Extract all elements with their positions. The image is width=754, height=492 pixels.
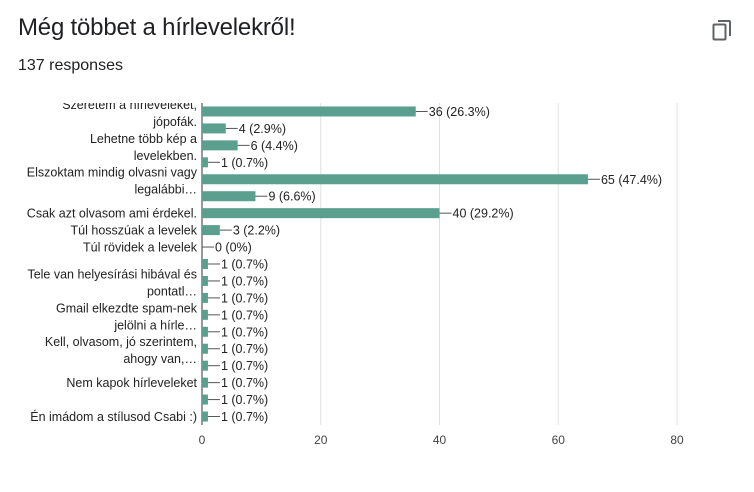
category-label: Csak azt olvasom ami érdekel. — [27, 207, 197, 221]
bar[interactable] — [202, 377, 208, 388]
value-label: 1 (0.7%) — [221, 308, 268, 322]
value-label: 1 (0.7%) — [221, 410, 268, 424]
category-label: Gmail elkezdte spam-nek — [56, 301, 198, 315]
category-label: Kell, olvasom, jó szerintem, — [45, 335, 197, 349]
value-label: 4 (2.9%) — [239, 122, 286, 136]
x-tick-label: 0 — [199, 433, 206, 447]
category-label: Túl hosszúak a levelek — [71, 224, 198, 238]
bar[interactable] — [202, 174, 588, 185]
category-label: Én imádom a stílusod Csabi :) — [30, 409, 197, 424]
value-label: 9 (6.6%) — [268, 190, 315, 204]
value-label: 40 (29.2%) — [453, 207, 514, 221]
value-label: 1 (0.7%) — [221, 274, 268, 288]
bar[interactable] — [202, 360, 208, 371]
copy-icon — [712, 20, 731, 41]
category-label: Lehetne több kép a — [90, 132, 197, 146]
value-label: 65 (47.4%) — [601, 173, 662, 187]
bar[interactable] — [202, 343, 208, 354]
category-label: Túl rövidek a levelek — [83, 241, 198, 255]
bar[interactable] — [202, 394, 208, 405]
x-tick-label: 80 — [670, 433, 684, 447]
value-label: 1 (0.7%) — [221, 325, 268, 339]
bar[interactable] — [202, 326, 208, 337]
bar[interactable] — [202, 411, 208, 422]
x-tick-label: 20 — [314, 433, 328, 447]
page-title: Még többet a hírlevelekről! — [18, 14, 296, 41]
category-label: Tele van helyesírási hibával és — [27, 267, 197, 281]
bar[interactable] — [202, 208, 440, 219]
x-tick-label: 40 — [433, 433, 447, 447]
category-label: Elszoktam mindig olvasni vagy — [27, 166, 198, 180]
category-label: jópofák. — [152, 115, 197, 129]
bar[interactable] — [202, 157, 208, 168]
category-labels: Szeretem a hírleveleket, jópofák. Lehetne … — [27, 98, 198, 424]
value-label: 1 (0.7%) — [221, 376, 268, 390]
x-tick-label: 60 — [552, 433, 566, 447]
copy-chart-button[interactable] — [710, 18, 736, 44]
bar[interactable] — [202, 140, 238, 151]
category-label: ahogy van,… — [123, 352, 197, 366]
bar[interactable] — [202, 309, 208, 320]
bar[interactable] — [202, 259, 208, 269]
bar[interactable] — [202, 123, 226, 134]
value-label: 1 (0.7%) — [221, 393, 268, 407]
category-label: pontatl… — [147, 284, 197, 298]
bar[interactable] — [202, 106, 416, 117]
value-label: 1 (0.7%) — [221, 291, 268, 305]
category-label: jelölni a hírle… — [113, 318, 197, 332]
response-count: 137 responses — [18, 57, 123, 74]
grid-lines — [201, 103, 678, 425]
value-label: 6 (4.4%) — [251, 139, 298, 153]
category-label: Szeretem a hírleveleket, — [62, 98, 197, 112]
bar[interactable] — [202, 275, 208, 286]
category-label: Nem kapok hírleveleket — [66, 376, 197, 390]
category-label: legalábbi… — [134, 183, 197, 197]
x-axis-ticks: 0 20 40 60 80 — [199, 433, 684, 447]
value-label: 1 (0.7%) — [221, 342, 268, 356]
value-label: 1 (0.7%) — [221, 359, 268, 373]
category-label: levelekben. — [134, 149, 197, 163]
value-label: 3 (2.2%) — [233, 224, 280, 238]
bar[interactable] — [202, 292, 208, 303]
value-label: 36 (26.3%) — [429, 105, 490, 119]
value-labels: 36 (26.3%) 4 (2.9%) 6 (4.4%) 1 (0.7%) 65 (47… — [202, 105, 662, 424]
value-label: 1 (0.7%) — [221, 258, 268, 272]
bars — [202, 106, 588, 422]
bar[interactable] — [202, 225, 220, 236]
bar[interactable] — [202, 191, 256, 202]
value-label: 0 (0%) — [215, 241, 252, 255]
value-label: 1 (0.7%) — [221, 156, 268, 170]
